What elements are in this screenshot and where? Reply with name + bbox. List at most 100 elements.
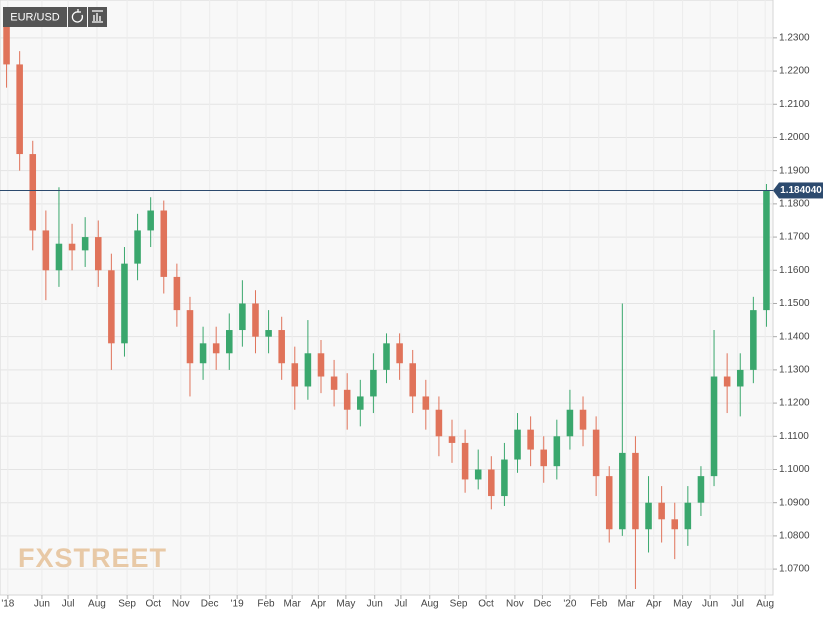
x-tick-label: Jul xyxy=(731,599,744,610)
candle-body xyxy=(501,459,508,497)
candle-body xyxy=(317,353,325,377)
candle-body xyxy=(81,237,89,251)
y-tick-label: 1.0700 xyxy=(779,564,810,575)
candle-body xyxy=(16,64,23,155)
candle-body xyxy=(239,303,246,331)
y-tick-label: 1.2100 xyxy=(779,99,810,110)
y-tick-label: 1.1600 xyxy=(779,265,810,276)
candle-body xyxy=(514,429,521,460)
candle-body xyxy=(147,210,154,231)
candle-body xyxy=(409,363,416,397)
y-tick-label: 1.1300 xyxy=(779,365,810,376)
candle-body xyxy=(540,449,547,467)
x-tick-label: Feb xyxy=(257,599,275,610)
refresh-icon xyxy=(71,9,84,23)
x-tick-label: Oct xyxy=(146,599,162,610)
candle-body xyxy=(304,353,312,387)
x-tick-label: Dec xyxy=(534,599,552,610)
y-tick-label: 1.1100 xyxy=(779,431,809,442)
candle-body xyxy=(199,343,207,364)
candle-body xyxy=(671,519,679,530)
candle-body xyxy=(736,369,744,387)
x-tick-label: Oct xyxy=(478,599,494,610)
plot-area xyxy=(0,0,774,596)
symbol-box[interactable] xyxy=(3,7,67,27)
candle-body xyxy=(357,396,364,410)
y-tick-label: 1.1700 xyxy=(779,232,810,243)
x-tick-label: Jun xyxy=(367,599,383,610)
candle-body xyxy=(252,303,259,337)
y-tick-label: 1.0900 xyxy=(779,497,810,508)
candle-body xyxy=(658,502,665,520)
candle-body xyxy=(94,237,102,271)
candle-body xyxy=(763,190,770,311)
symbol: EUR/USD xyxy=(10,11,60,23)
candle-body xyxy=(592,429,600,477)
x-tick-label: Feb xyxy=(590,599,608,610)
candle-body xyxy=(134,230,141,264)
candle-body xyxy=(553,436,561,467)
y-tick-label: 1.1400 xyxy=(779,331,810,342)
x-tick-label: Apr xyxy=(646,599,662,610)
last-price-pointer xyxy=(773,182,779,199)
candle-body xyxy=(121,263,128,344)
x-tick-label: Jul xyxy=(395,599,408,610)
x-tick-label: Jun xyxy=(702,599,718,610)
candle-body xyxy=(684,502,692,530)
candle-body xyxy=(579,409,587,430)
candle-body xyxy=(68,243,76,251)
x-tick-label: '19 xyxy=(231,599,244,610)
x-tick-label: '20 xyxy=(563,599,576,610)
y-tick-label: 1.1800 xyxy=(779,199,810,210)
candle-body xyxy=(42,230,50,271)
candle-body xyxy=(29,154,37,231)
candle-body xyxy=(645,502,652,530)
y-tick-label: 1.0800 xyxy=(779,531,810,542)
candle-body xyxy=(697,476,705,503)
y-tick-label: 1.1200 xyxy=(779,398,810,409)
candle-body xyxy=(750,310,757,370)
x-tick-label: May xyxy=(673,599,692,610)
watermark: FXSTREET xyxy=(18,543,167,573)
y-tick-label: 1.1000 xyxy=(779,464,810,475)
x-tick-label: Nov xyxy=(172,599,190,610)
candle-body xyxy=(383,343,390,370)
candle-body xyxy=(710,376,718,477)
refresh-button[interactable] xyxy=(68,7,87,27)
settings-icon xyxy=(92,10,103,23)
y-tick-label: 1.2000 xyxy=(779,132,810,143)
x-tick-label: Apr xyxy=(311,599,327,610)
x-tick-label: Aug xyxy=(88,599,106,610)
candle-body xyxy=(488,469,495,497)
candle-body xyxy=(605,476,613,530)
x-tick-label: Sep xyxy=(450,599,468,610)
candle-body xyxy=(448,436,456,443)
y-tick-label: 1.2300 xyxy=(779,32,810,43)
candle-body xyxy=(108,270,115,344)
candle-body xyxy=(461,442,469,480)
x-tick-label: Mar xyxy=(284,599,302,610)
x-tick-label: '18 xyxy=(1,599,14,610)
candle-body xyxy=(370,369,377,397)
candle-body xyxy=(396,343,403,364)
grid xyxy=(0,0,773,595)
x-tick-label: Aug xyxy=(756,599,774,610)
candle-body xyxy=(619,452,626,530)
y-tick-label: 1.1900 xyxy=(779,165,810,176)
y-tick-label: 1.2200 xyxy=(779,66,810,77)
candle-body xyxy=(186,310,194,364)
x-tick-label: Mar xyxy=(618,599,636,610)
candle-body xyxy=(3,21,10,65)
x-tick-label: Dec xyxy=(201,599,219,610)
candle-body xyxy=(435,409,443,437)
candle-body xyxy=(527,429,534,450)
x-tick-label: Jun xyxy=(34,599,50,610)
candle-body xyxy=(278,330,285,364)
candle-body xyxy=(566,409,574,437)
last-price-label: 1.184040 xyxy=(780,185,822,196)
candle-body xyxy=(343,389,351,410)
x-tick-label: May xyxy=(336,599,355,610)
last-price-box xyxy=(779,182,823,199)
